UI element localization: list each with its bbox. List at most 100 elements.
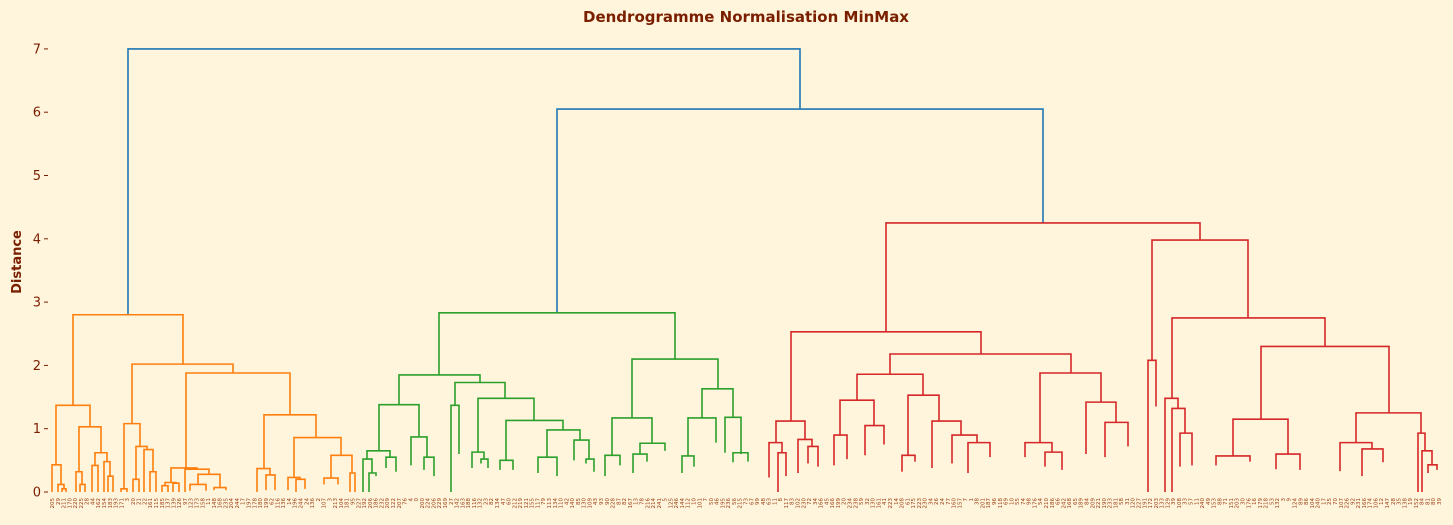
- leaf-label: 231: [1356, 498, 1362, 509]
- dendrogram-link: [423, 456, 435, 477]
- leaf-label: 168: [1067, 498, 1073, 509]
- leaf-label: 166: [830, 498, 836, 509]
- leaf-label: 234: [848, 498, 854, 509]
- leaf-label: 152: [1414, 498, 1420, 509]
- leaf-label: 203: [1235, 498, 1241, 509]
- dendrogram-link: [1085, 401, 1117, 455]
- leaf-label: 228: [611, 498, 617, 509]
- leaf-label: 4: [408, 498, 414, 502]
- leaf-label: 20: [842, 498, 848, 505]
- leaf-label: 136: [281, 498, 287, 509]
- leaf-label: 0: [414, 498, 420, 502]
- leaf-label: 117: [536, 498, 542, 509]
- dendrogram-link: [631, 358, 719, 418]
- leaf-label: 97: [183, 498, 189, 505]
- dendrogram-link: [797, 438, 813, 474]
- dendrogram-link: [197, 473, 221, 488]
- leaf-label: 107: [1339, 498, 1345, 509]
- leaf-label: 92: [1350, 498, 1356, 505]
- leaf-label: 154: [102, 498, 108, 509]
- y-tick-label: 4: [33, 232, 41, 247]
- leaf-label: 34: [813, 498, 819, 505]
- dendrogram-link: [378, 403, 420, 451]
- leaf-label: 72: [807, 498, 813, 505]
- dendrogram-link: [833, 434, 848, 466]
- leaf-label: 120: [1131, 498, 1137, 509]
- y-tick-label: 5: [33, 169, 41, 184]
- y-axis-label: Distance: [10, 230, 25, 294]
- leaf-label: 78: [640, 498, 646, 505]
- leaf-label: 208: [900, 498, 906, 509]
- leaf-label: 116: [472, 498, 478, 509]
- leaf-label: 30: [1241, 498, 1247, 505]
- leaf-label: 93: [599, 498, 605, 505]
- leaf-label: 166: [819, 498, 825, 509]
- dendrogram-link: [51, 463, 62, 492]
- leaf-label: 47: [501, 498, 507, 505]
- leaf-label: 133: [1160, 498, 1166, 509]
- y-axis: 0 1 2 3 4 5 6 7: [33, 42, 48, 501]
- leaf-label: 186: [374, 498, 380, 509]
- dendrogram-link: [143, 448, 154, 492]
- leaf-label: 79: [541, 498, 547, 505]
- dendrogram-link: [681, 455, 695, 474]
- leaf-label: 167: [628, 498, 634, 509]
- leaf-label: 187: [986, 498, 992, 509]
- leaf-label: 29: [56, 498, 62, 505]
- leaf-label: 108: [1177, 498, 1183, 509]
- dendrogram-link: [149, 470, 157, 492]
- dendrogram-link: [1421, 450, 1433, 492]
- leaf-label: 84: [1420, 498, 1426, 505]
- dendrogram-link: [768, 441, 783, 478]
- dendrogram-link: [79, 483, 86, 492]
- dendrogram-link: [1171, 407, 1186, 492]
- dendrogram-link: [256, 467, 271, 492]
- leaf-label: 166: [1362, 498, 1368, 509]
- leaf-label: 53: [1269, 498, 1275, 505]
- leaf-label: 65: [1073, 498, 1079, 505]
- leaf-label: 110: [559, 498, 565, 509]
- leaf-label: 176: [1246, 498, 1252, 509]
- leaf-label: 147: [1385, 498, 1391, 509]
- leaf-label: 138: [1402, 498, 1408, 509]
- leaf-label: 201: [980, 498, 986, 509]
- dendrogram-link: [573, 439, 590, 461]
- leaf-label: 161: [148, 498, 154, 509]
- dendrogram-link: [61, 488, 67, 492]
- leaf-label: 13: [634, 498, 640, 505]
- leaf-label: 130: [871, 498, 877, 509]
- dendrogram-link: [57, 483, 65, 492]
- leaf-label: 19: [1408, 498, 1414, 505]
- leaf-label: 24: [304, 498, 310, 505]
- dendrogram-link: [135, 445, 148, 480]
- leaf-label: 153: [1212, 498, 1218, 509]
- leaf-label: 219: [518, 498, 524, 509]
- leaf-label: 178: [252, 498, 258, 509]
- leaf-label: 238: [853, 498, 859, 509]
- leaf-label: 70: [1333, 498, 1339, 505]
- leaf-label: 67: [749, 498, 755, 505]
- leaf-label: 142: [455, 498, 461, 509]
- dendrogram-link: [55, 404, 91, 465]
- leaf-label: 82: [489, 498, 495, 505]
- leaf-label: 196: [293, 498, 299, 509]
- leaf-label: 44: [91, 498, 97, 505]
- leaf-label: 83: [790, 498, 796, 505]
- dendrogram-link: [132, 478, 140, 492]
- dendrogram-link: [1427, 463, 1438, 474]
- leaf-label: 132: [1275, 498, 1281, 509]
- dendrogram-link: [856, 373, 924, 401]
- leaf-label: 84: [1085, 498, 1091, 505]
- leaf-label: 113: [547, 498, 553, 509]
- leaf-label: 226: [1345, 498, 1351, 509]
- leaf-label: 209: [385, 498, 391, 509]
- dendrogram-link: [438, 312, 676, 375]
- dendrogram-link: [687, 417, 717, 456]
- leaf-label: 31: [1125, 498, 1131, 505]
- leaf-label: 96: [992, 498, 998, 505]
- dendrogram-link: [1260, 345, 1390, 420]
- dendrogram-link: [632, 453, 648, 474]
- dendrogram-link: [1104, 421, 1129, 458]
- leaf-label: 109: [588, 498, 594, 509]
